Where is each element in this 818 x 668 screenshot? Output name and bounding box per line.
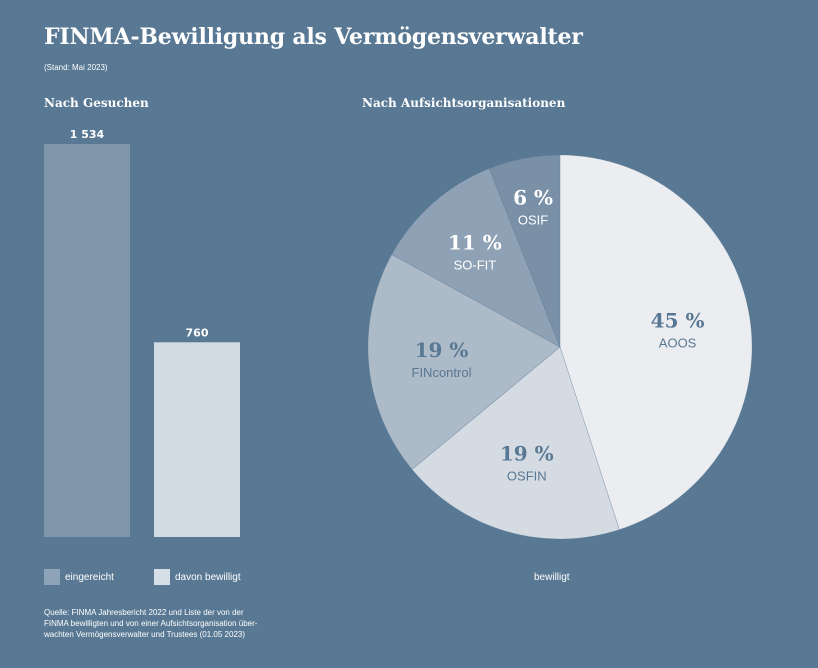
pie-legend-label: bewilligt <box>534 572 570 583</box>
source-line: FINMA bewilligten und von einer Aufsicht… <box>44 619 258 628</box>
pie-slice-value: 11 % <box>448 231 502 255</box>
legend-item-submitted: eingereicht <box>44 569 114 585</box>
bar-approved <box>154 342 240 537</box>
legend-swatch-approved <box>154 569 170 585</box>
pie-section-title: Nach Aufsichtsorganisationen <box>362 96 566 110</box>
pie-slice-value: 6 % <box>513 186 553 210</box>
pie-slice-so-fit <box>391 168 561 348</box>
pie-slice-value: 19 % <box>415 338 469 362</box>
source-line: Quelle: FINMA Jahresbericht 2022 und Lis… <box>44 608 244 617</box>
pie-slice-value: 45 % <box>651 308 705 332</box>
pie-slice-label: FINcontrol <box>412 365 472 380</box>
pie-slice-label: SO-FIT <box>454 258 497 273</box>
legend-label-submitted: eingereicht <box>65 571 114 583</box>
pie-slice-fincontrol <box>367 254 561 470</box>
pie-slice-osif <box>488 154 561 348</box>
page-title: FINMA-Bewilligung als Vermögensverwalter <box>44 24 583 50</box>
pie-slice-label: OSIF <box>518 213 548 228</box>
source-line: wachten Vermögensverwalter und Trustees … <box>44 630 246 639</box>
pie-slice-osfin <box>411 346 620 540</box>
legend-swatch-submitted <box>44 569 60 585</box>
bar-submitted <box>44 144 130 537</box>
pie-slice-label: AOOS <box>659 335 697 350</box>
page-subtitle: (Stand: Mai 2023) <box>44 63 108 72</box>
bar-section-title: Nach Gesuchen <box>44 96 149 110</box>
legend-item-approved: davon bewilligt <box>154 569 241 585</box>
pie-slice-label: OSFIN <box>507 468 547 483</box>
legend-label-approved: davon bewilligt <box>175 571 241 583</box>
source-note: Quelle: FINMA Jahresbericht 2022 und Lis… <box>44 607 334 640</box>
pie-slice-aoos <box>559 154 753 530</box>
pie-slice-value: 19 % <box>500 441 554 465</box>
bar-value-label: 760 <box>186 326 209 339</box>
bar-value-label: 1 534 <box>70 128 105 141</box>
